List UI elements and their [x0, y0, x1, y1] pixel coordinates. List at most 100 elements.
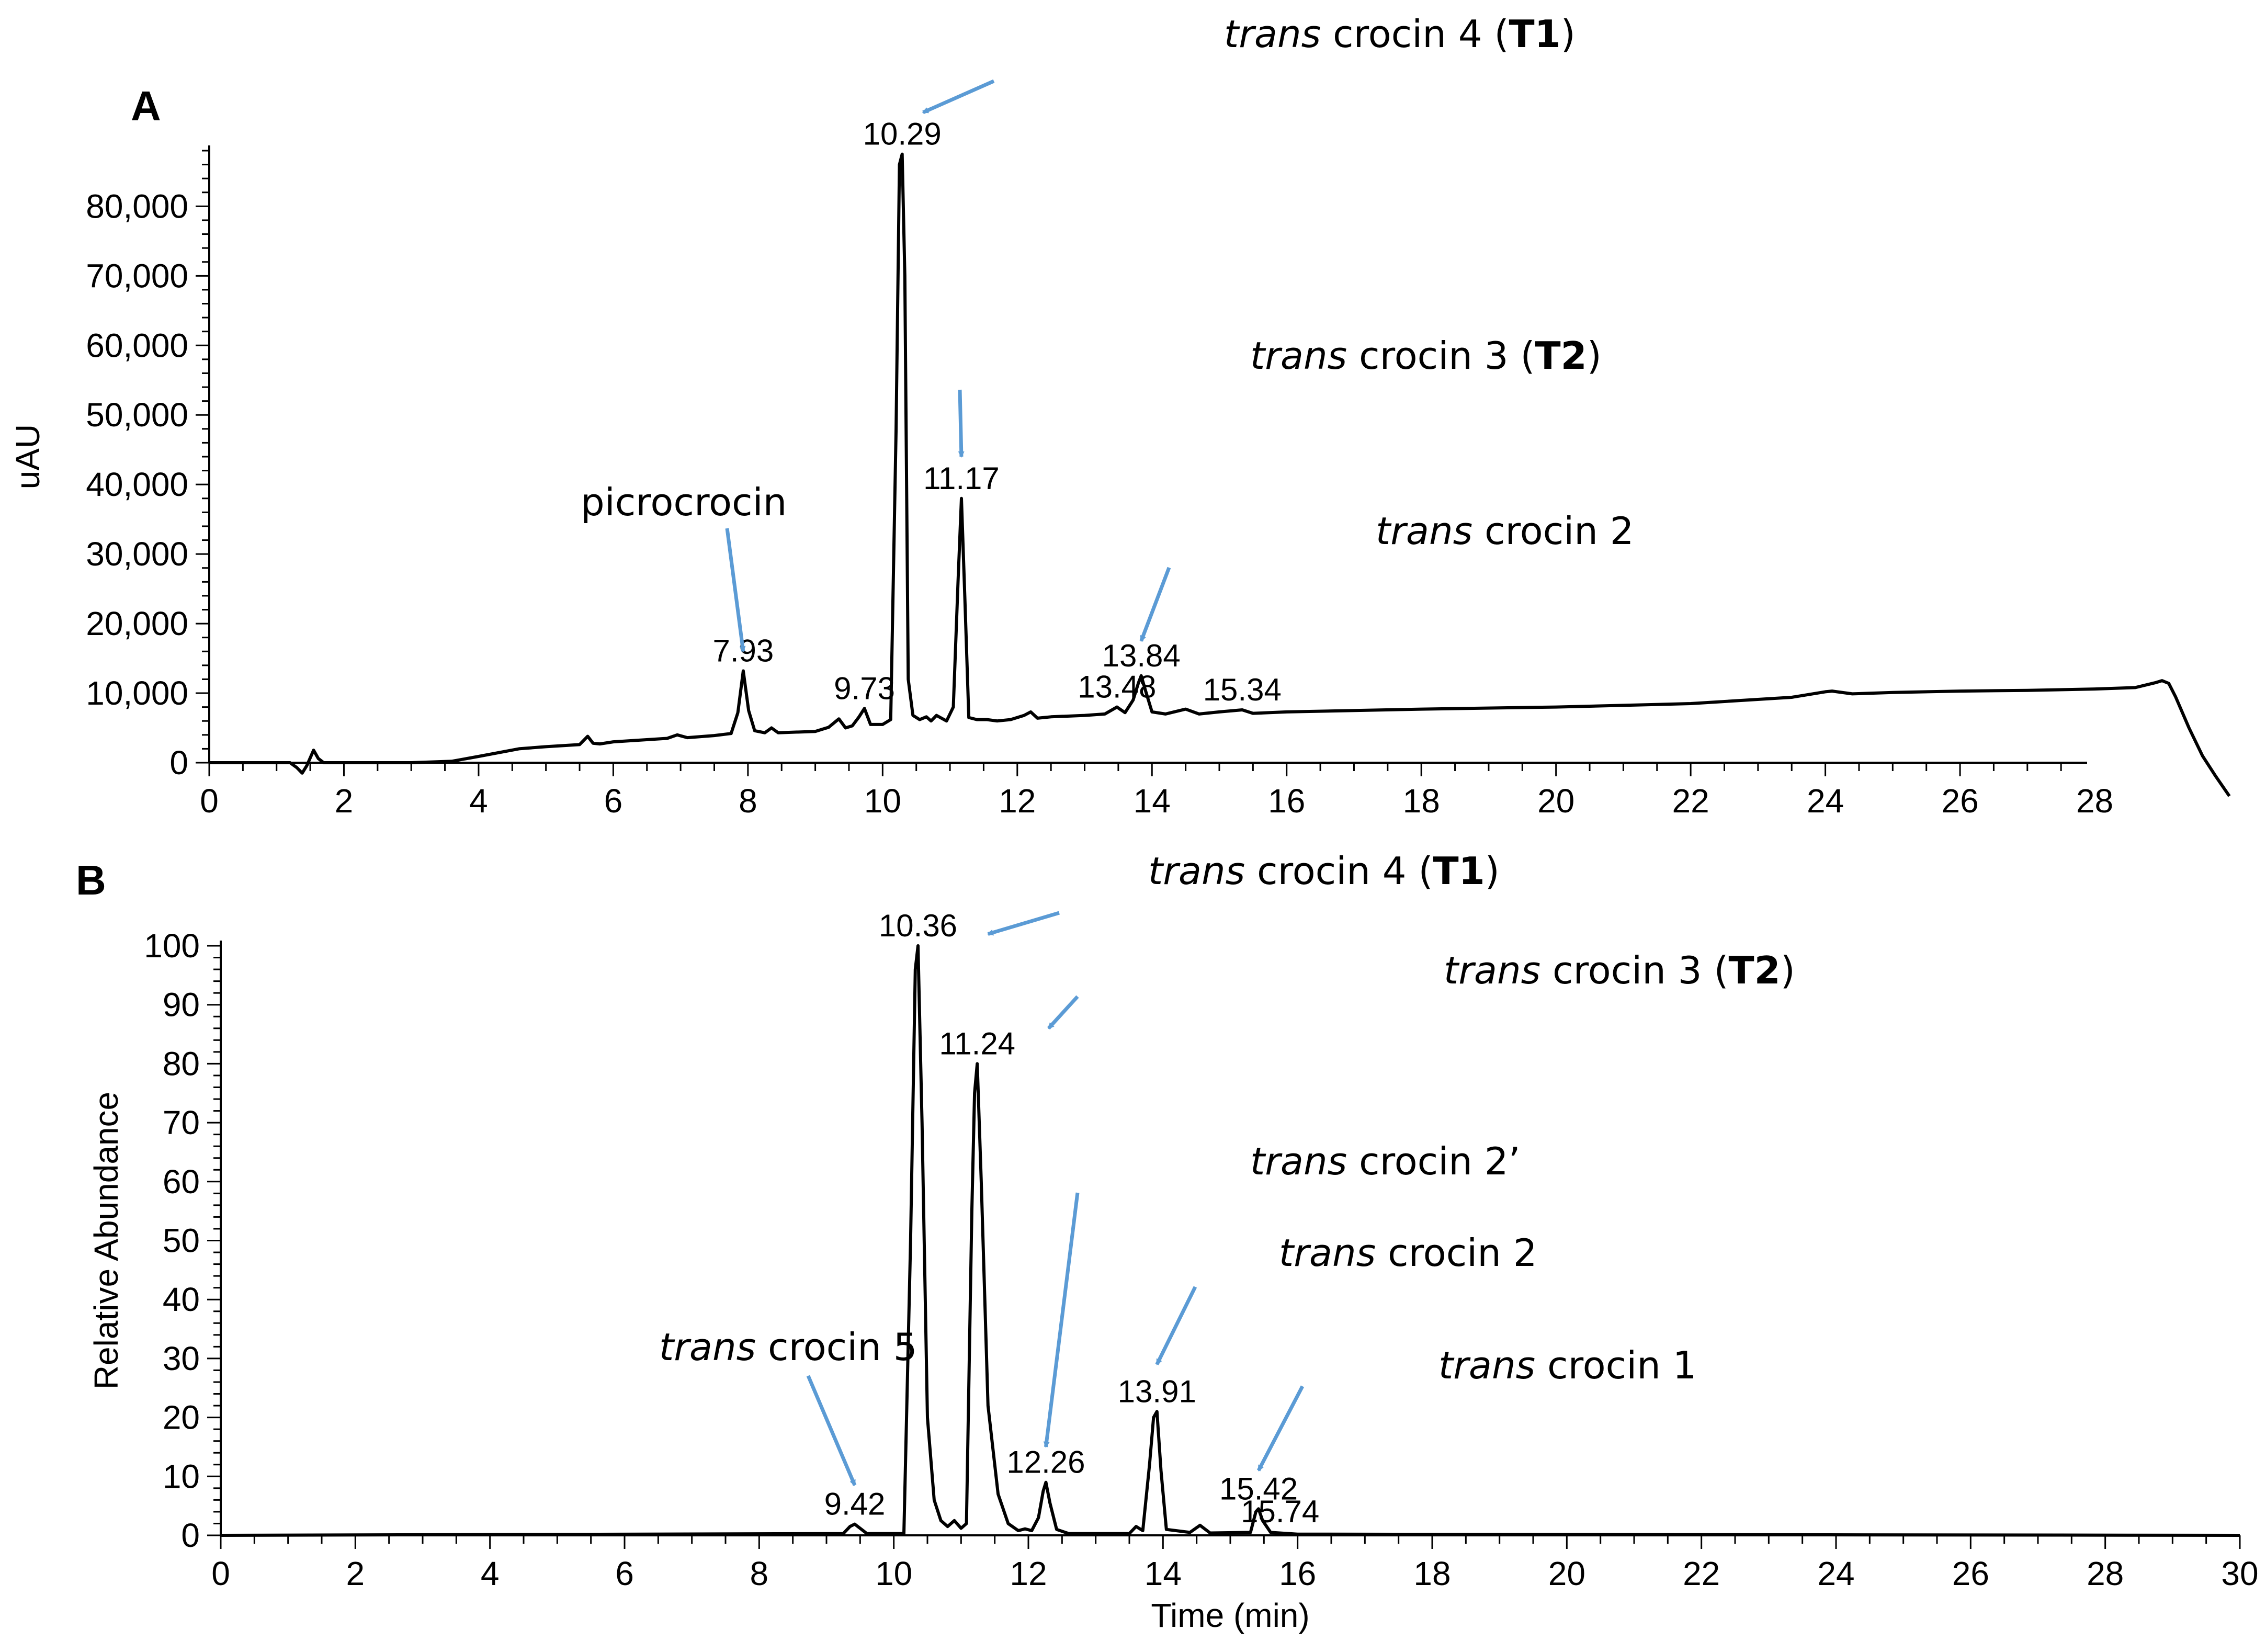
compound-annotation: trans crocin 2’ — [1250, 1139, 1520, 1183]
x-tick-label: 18 — [1403, 782, 1440, 820]
annotation-arrow — [1139, 567, 1171, 642]
x-tick-label: 8 — [739, 782, 757, 820]
y-tick-label: 20 — [163, 1399, 200, 1436]
peak-label: 11.24 — [939, 1026, 1015, 1061]
peak-label: 13.91 — [1118, 1374, 1196, 1409]
panel-letter: A — [131, 83, 161, 129]
annotation-arrow — [1043, 1192, 1080, 1448]
x-tick-label: 22 — [1683, 1555, 1720, 1592]
annotation-arrow — [922, 79, 995, 115]
annotation-text: crocin 3 ( — [1540, 948, 1728, 992]
annotation-arrow — [958, 389, 965, 458]
compound-annotation: trans crocin 3 (T2) — [1250, 334, 1602, 378]
x-tick-label: 12 — [999, 782, 1036, 820]
y-tick-label: 70,000 — [86, 257, 188, 295]
x-tick-label: 30 — [2221, 1555, 2258, 1592]
y-tick-label: 100 — [144, 927, 200, 965]
y-tick-label: 30,000 — [86, 535, 188, 573]
panel-letter: B — [76, 857, 106, 903]
chromatogram-trace — [220, 944, 2240, 1537]
x-tick-label: 0 — [211, 1555, 230, 1592]
y-tick-label: 40,000 — [86, 466, 188, 503]
annotation-arrow — [725, 528, 746, 653]
annotation-italic: trans — [1376, 509, 1472, 553]
annotation-tail: ) — [1485, 849, 1500, 893]
peak-label: 10.29 — [863, 117, 942, 152]
peak-label: 10.36 — [879, 908, 957, 943]
y-tick-label: 30 — [163, 1340, 200, 1377]
annotation-text: crocin 4 ( — [1245, 849, 1433, 893]
annotation-italic: trans — [1444, 948, 1540, 992]
y-tick-label: 80 — [163, 1045, 200, 1082]
annotation-arrow — [806, 1375, 857, 1487]
annotation-arrow — [1256, 1385, 1305, 1472]
compound-annotation: trans crocin 3 (T2) — [1444, 948, 1795, 992]
y-tick-label: 80,000 — [86, 187, 188, 225]
peak-label: 9.73 — [834, 671, 895, 706]
x-tick-label: 22 — [1672, 782, 1709, 820]
peak-label: 13.48 — [1078, 670, 1156, 705]
x-tick-label: 10 — [875, 1555, 912, 1592]
x-tick-label: 10 — [864, 782, 901, 820]
annotation-text: crocin 2 — [1376, 1231, 1537, 1275]
annotation-italic: trans — [659, 1325, 756, 1369]
x-tick-label: 20 — [1548, 1555, 1585, 1592]
annotation-arrow — [987, 911, 1060, 936]
y-tick-label: 50,000 — [86, 396, 188, 434]
x-tick-label: 16 — [1268, 782, 1305, 820]
x-tick-label: 2 — [335, 782, 354, 820]
y-tick-label: 10,000 — [86, 674, 188, 712]
annotation-italic: trans — [1224, 12, 1321, 56]
x-tick-label: 0 — [200, 782, 219, 820]
x-tick-label: 4 — [481, 1555, 500, 1592]
peak-label: 9.42 — [824, 1487, 886, 1522]
y-axis-label: Relative Abundance — [87, 1092, 125, 1389]
annotation-tail: ) — [1561, 12, 1576, 56]
x-tick-label: 28 — [2076, 782, 2113, 820]
x-axis-label: Time (min) — [1151, 1597, 1309, 1634]
peak-label: 15.42 — [1219, 1471, 1298, 1506]
annotation-italic: trans — [1250, 1139, 1347, 1183]
annotation-italic: trans — [1438, 1343, 1535, 1387]
annotation-text: picrocrocin — [581, 480, 787, 524]
x-tick-label: 24 — [1817, 1555, 1854, 1592]
compound-annotation: picrocrocin — [581, 480, 787, 524]
x-tick-label: 24 — [1807, 782, 1844, 820]
compound-annotation: trans crocin 2 — [1279, 1231, 1537, 1275]
panel-b: B0 2 4 6 8 10 12 14 16 18 20 22 24 26 28 30010203040506… — [76, 849, 2259, 1634]
annotation-text: crocin 2 — [1472, 509, 1634, 553]
x-tick-label: 2 — [346, 1555, 365, 1592]
y-tick-label: 90 — [163, 986, 200, 1024]
annotation-arrow — [1047, 995, 1079, 1030]
compound-annotation: trans crocin 1 — [1438, 1343, 1697, 1387]
x-tick-label: 20 — [1537, 782, 1574, 820]
annotation-text: crocin 3 ( — [1347, 334, 1535, 378]
annotation-italic: trans — [1250, 334, 1347, 378]
x-tick-label: 6 — [615, 1555, 634, 1592]
peak-label: 15.74 — [1241, 1494, 1319, 1529]
y-tick-label: 50 — [163, 1222, 200, 1260]
y-tick-label: 40 — [163, 1281, 200, 1318]
annotation-tail: ) — [1587, 334, 1602, 378]
annotation-bold: T1 — [1433, 849, 1485, 893]
annotation-italic: trans — [1148, 849, 1245, 893]
panel-a: A0 2 4 6 8 10 12 14 16 18 20 22 24 26 28010,00020,0003… — [9, 12, 2231, 820]
x-tick-label: 26 — [1941, 782, 1978, 820]
compound-annotation: trans crocin 4 (T1) — [1224, 12, 1576, 56]
annotation-text: crocin 4 ( — [1321, 12, 1509, 56]
x-tick-label: 14 — [1134, 782, 1171, 820]
peak-label: 13.84 — [1102, 638, 1181, 673]
compound-annotation: trans crocin 4 (T1) — [1148, 849, 1500, 893]
annotation-text: crocin 2’ — [1347, 1139, 1520, 1183]
y-tick-label: 70 — [163, 1104, 200, 1141]
chromatogram-trace — [209, 152, 2231, 797]
x-tick-label: 26 — [1952, 1555, 1989, 1592]
annotation-text: crocin 5 — [756, 1325, 917, 1369]
x-tick-label: 28 — [2087, 1555, 2124, 1592]
y-tick-label: 0 — [169, 744, 188, 782]
annotation-tail: ) — [1781, 948, 1795, 992]
y-tick-label: 60 — [163, 1163, 200, 1201]
peak-label: 15.34 — [1203, 672, 1282, 707]
compound-annotation: trans crocin 5 — [659, 1325, 917, 1369]
